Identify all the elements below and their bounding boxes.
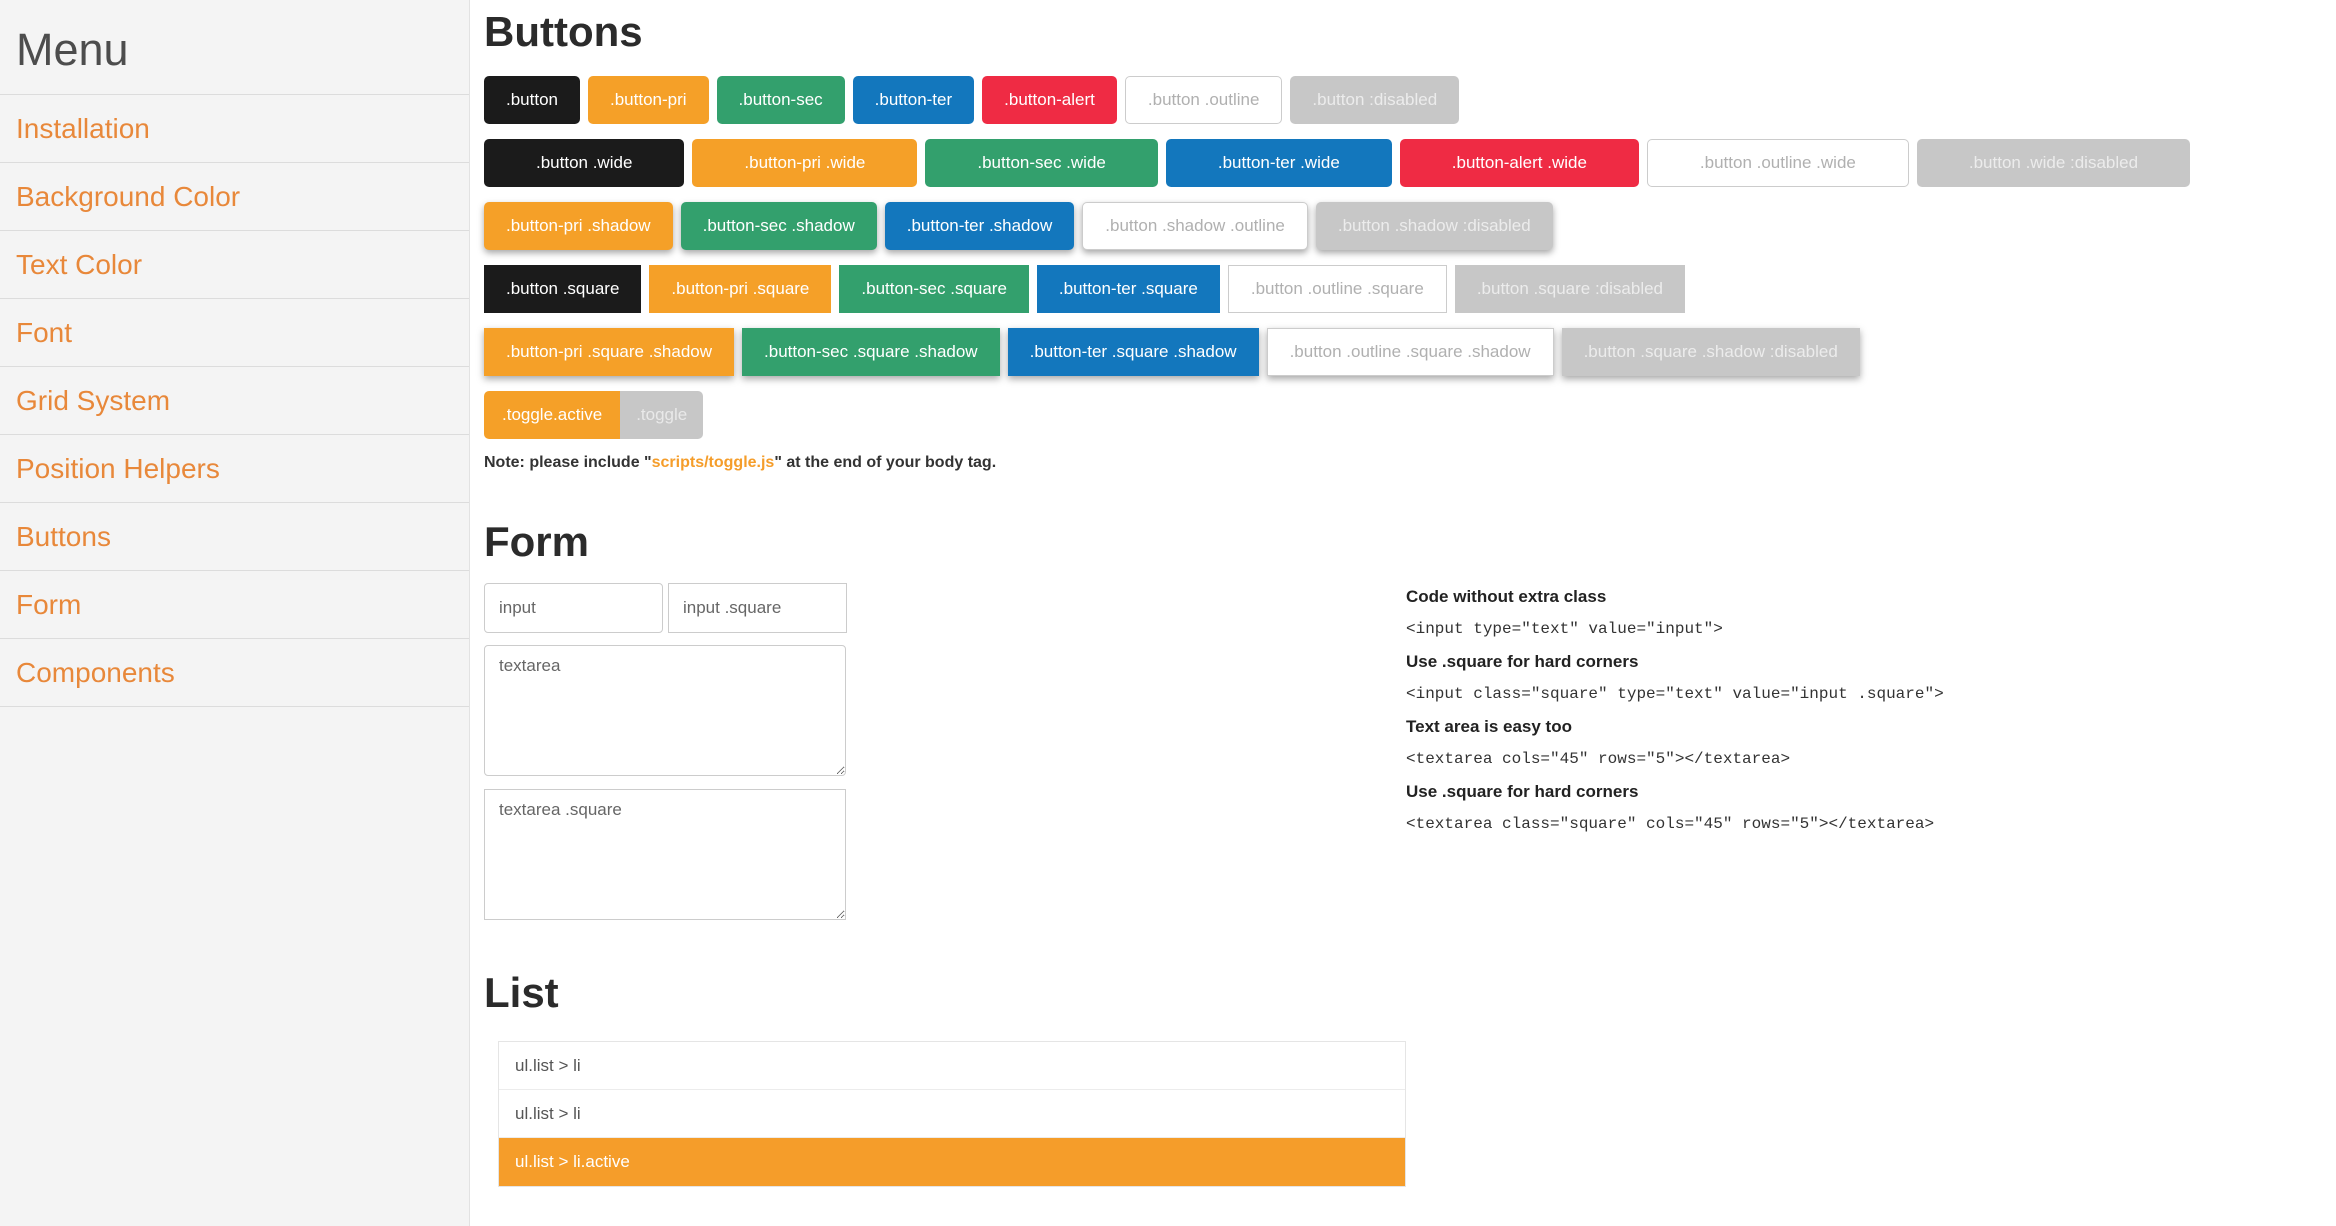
sidebar-item-background-color[interactable]: Background Color [0, 163, 469, 231]
toggle-off-button[interactable]: .toggle [620, 391, 704, 440]
demo-button-ter-shadow[interactable]: .button-ter .shadow [884, 202, 1075, 251]
sidebar-item-font[interactable]: Font [0, 299, 469, 367]
demo-button-disabled-wide: .button .wide :disabled [1916, 139, 2191, 188]
demo-button-alert[interactable]: .button-alert [982, 76, 1117, 125]
demo-button-ter[interactable]: .button-ter [852, 76, 975, 125]
code-caption: Use .square for hard corners [1406, 651, 1639, 671]
sidebar: Menu Installation Background Color Text Co… [0, 0, 470, 1226]
demo-button-pri-square-shadow[interactable]: .button-pri .square .shadow [484, 328, 735, 377]
demo-button-sec-shadow[interactable]: .button-sec .shadow [680, 202, 877, 251]
demo-button-ter-square-shadow[interactable]: .button-ter .square .shadow [1007, 328, 1259, 377]
sidebar-item-text-color[interactable]: Text Color [0, 231, 469, 299]
demo-button-pri-shadow[interactable]: .button-pri .shadow [484, 202, 673, 251]
demo-button-disabled-square: .button .square :disabled [1454, 265, 1685, 314]
demo-button-sec-square-shadow[interactable]: .button-sec .square .shadow [742, 328, 1000, 377]
sidebar-title: Menu [0, 0, 469, 95]
demo-button-default-wide[interactable]: .button .wide [484, 139, 685, 188]
code-caption: Code without extra class [1406, 586, 1607, 606]
form-code-examples: Code without extra class <input type="tex… [1406, 583, 1944, 847]
demo-button-sec-wide[interactable]: .button-sec .wide [925, 139, 1158, 188]
demo-button-pri-wide[interactable]: .button-pri .wide [692, 139, 918, 188]
toggle-js-link[interactable]: scripts/toggle.js [651, 454, 775, 472]
form-section-title: Form [484, 518, 589, 566]
toggle-row: .toggle.active .toggle [484, 391, 2312, 440]
demo-button-default[interactable]: .button [484, 76, 580, 125]
sidebar-item-grid-system[interactable]: Grid System [0, 367, 469, 435]
demo-button-outline-square[interactable]: .button .outline .square [1227, 265, 1447, 314]
list-item[interactable]: ul.list > li [499, 1089, 1405, 1138]
sidebar-item-form[interactable]: Form [0, 571, 469, 639]
code-caption: Use .square for hard corners [1406, 781, 1639, 801]
list-item[interactable]: ul.list > li [499, 1041, 1405, 1090]
form-demo-fields: textarea textarea .square [484, 582, 850, 933]
button-row: .button .wide .button-pri .wide .button-se… [484, 139, 2312, 188]
code-line: <input class="square" type="text" value=… [1406, 684, 1944, 703]
code-line: <textarea class="square" cols="45" rows=… [1406, 814, 1935, 833]
demo-button-alert-wide[interactable]: .button-alert .wide [1399, 139, 1639, 188]
demo-textarea[interactable]: textarea [484, 644, 846, 776]
note-prefix: Note: please include " [484, 454, 652, 472]
demo-button-outline-shadow[interactable]: .button .shadow .outline [1082, 202, 1308, 251]
demo-button-outline-wide[interactable]: .button .outline .wide [1646, 139, 1909, 188]
code-caption: Text area is easy too [1406, 716, 1572, 736]
demo-button-sec[interactable]: .button-sec [716, 76, 845, 125]
demo-button-ter-square[interactable]: .button-ter .square [1036, 265, 1220, 314]
toggle-note: Note: please include "scripts/toggle.js"… [484, 454, 2312, 472]
toggle-active-button[interactable]: .toggle.active [484, 391, 621, 440]
sidebar-item-installation[interactable]: Installation [0, 95, 469, 163]
demo-button-ter-wide[interactable]: .button-ter .wide [1165, 139, 1392, 188]
sidebar-item-components[interactable]: Components [0, 639, 469, 707]
demo-button-disabled-square-shadow: .button .square .shadow :disabled [1561, 328, 1860, 377]
code-line: <input type="text" value="input"> [1406, 619, 1723, 638]
demo-button-disabled: .button :disabled [1290, 76, 1460, 125]
demo-button-default-square[interactable]: .button .square [484, 265, 642, 314]
sidebar-menu: Installation Background Color Text Color Fo… [0, 95, 469, 707]
list-section-title: List [484, 968, 559, 1016]
demo-button-pri-square[interactable]: .button-pri .square [649, 265, 832, 314]
note-suffix: " at the end of your body tag. [774, 454, 997, 472]
demo-list: ul.list > li ul.list > li ul.list > li.act… [498, 1040, 1406, 1187]
button-row: .button-pri .square .shadow .button-sec .… [484, 328, 2312, 377]
main-content: Buttons .button .button-pri .button-sec .bu… [470, 0, 2336, 1226]
sidebar-item-position-helpers[interactable]: Position Helpers [0, 435, 469, 503]
demo-button-pri[interactable]: .button-pri [588, 76, 709, 125]
demo-textarea-square[interactable]: textarea .square [484, 788, 846, 920]
button-rows: .button .button-pri .button-sec .button-ter… [484, 76, 2312, 377]
demo-button-outline[interactable]: .button .outline [1124, 76, 1283, 125]
sidebar-item-buttons[interactable]: Buttons [0, 503, 469, 571]
button-row: .button .button-pri .button-sec .button-ter… [484, 76, 2312, 125]
buttons-section-title: Buttons [484, 8, 643, 55]
demo-button-outline-square-shadow[interactable]: .button .outline .square .shadow [1266, 328, 1554, 377]
code-line: <textarea cols="45" rows="5"></textarea> [1406, 749, 1791, 768]
button-row: .button-pri .shadow .button-sec .shadow .b… [484, 202, 2312, 251]
demo-button-sec-square[interactable]: .button-sec .square [839, 265, 1029, 314]
button-row: .button .square .button-pri .square .butto… [484, 265, 2312, 314]
demo-button-disabled-shadow: .button .shadow :disabled [1315, 202, 1553, 251]
demo-input[interactable] [484, 582, 663, 633]
demo-input-square[interactable] [668, 582, 847, 633]
form-demo: textarea textarea .square Code without e… [484, 582, 2312, 933]
list-item-active[interactable]: ul.list > li.active [499, 1137, 1405, 1186]
input-row [484, 582, 850, 633]
